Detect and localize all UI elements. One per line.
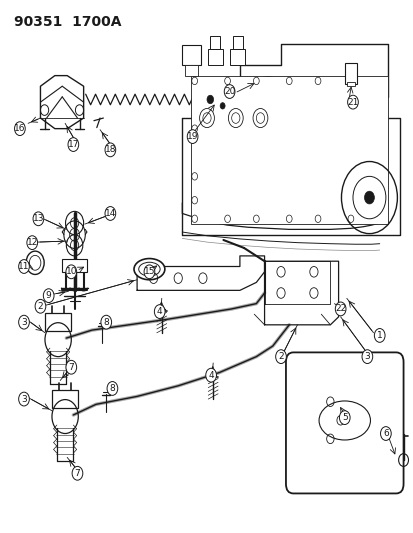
Text: 6: 6 bbox=[382, 429, 388, 438]
Circle shape bbox=[14, 122, 25, 135]
Circle shape bbox=[220, 103, 225, 109]
Text: 4: 4 bbox=[208, 370, 214, 379]
FancyBboxPatch shape bbox=[285, 352, 403, 494]
Bar bbox=[233, 36, 242, 49]
Text: 22: 22 bbox=[334, 304, 345, 313]
Circle shape bbox=[187, 130, 197, 143]
Text: 7: 7 bbox=[74, 469, 80, 478]
Circle shape bbox=[27, 236, 38, 249]
Text: 18: 18 bbox=[104, 146, 116, 155]
Circle shape bbox=[275, 350, 286, 364]
Bar bbox=[230, 49, 244, 65]
Ellipse shape bbox=[138, 262, 160, 276]
Text: 13: 13 bbox=[33, 214, 44, 223]
Circle shape bbox=[105, 143, 115, 157]
Circle shape bbox=[205, 368, 216, 382]
Circle shape bbox=[361, 350, 372, 364]
Text: 19: 19 bbox=[186, 132, 198, 141]
Text: 21: 21 bbox=[347, 98, 358, 107]
Text: 12: 12 bbox=[26, 238, 38, 247]
Circle shape bbox=[35, 300, 46, 313]
Circle shape bbox=[19, 392, 29, 406]
Circle shape bbox=[206, 95, 213, 104]
Text: 8: 8 bbox=[109, 384, 115, 393]
Bar bbox=[207, 49, 222, 65]
Text: 2: 2 bbox=[38, 302, 43, 311]
Ellipse shape bbox=[134, 259, 164, 280]
Circle shape bbox=[363, 191, 373, 204]
Circle shape bbox=[101, 316, 112, 329]
Text: 8: 8 bbox=[103, 318, 109, 327]
Circle shape bbox=[43, 289, 54, 303]
Text: 20: 20 bbox=[223, 87, 235, 96]
Bar bbox=[45, 313, 71, 331]
Text: 5: 5 bbox=[341, 413, 347, 422]
Text: 9: 9 bbox=[46, 291, 52, 300]
Text: 90351  1700A: 90351 1700A bbox=[14, 14, 121, 29]
Circle shape bbox=[19, 316, 29, 329]
Text: 1: 1 bbox=[376, 331, 382, 340]
Bar bbox=[52, 390, 78, 408]
Circle shape bbox=[380, 426, 390, 440]
Bar bbox=[190, 76, 387, 224]
Circle shape bbox=[19, 260, 29, 273]
Text: 3: 3 bbox=[21, 394, 27, 403]
Bar bbox=[210, 36, 220, 49]
Text: 3: 3 bbox=[363, 352, 369, 361]
Circle shape bbox=[66, 360, 76, 374]
Circle shape bbox=[144, 265, 154, 279]
Text: 17: 17 bbox=[67, 140, 79, 149]
Circle shape bbox=[68, 138, 78, 151]
Text: 4: 4 bbox=[157, 307, 162, 316]
Text: 2: 2 bbox=[278, 352, 283, 361]
Circle shape bbox=[154, 305, 165, 318]
Text: 15: 15 bbox=[143, 268, 155, 276]
Text: 14: 14 bbox=[104, 209, 116, 218]
Text: 16: 16 bbox=[14, 124, 26, 133]
Bar bbox=[62, 259, 87, 272]
Text: 7: 7 bbox=[68, 363, 74, 372]
Bar bbox=[185, 65, 197, 76]
Circle shape bbox=[339, 411, 349, 424]
Bar bbox=[346, 82, 354, 86]
Circle shape bbox=[105, 207, 115, 220]
Ellipse shape bbox=[318, 401, 370, 440]
Text: 10: 10 bbox=[65, 268, 77, 276]
Circle shape bbox=[107, 382, 117, 395]
Text: 11: 11 bbox=[18, 262, 30, 271]
Circle shape bbox=[66, 265, 76, 279]
Circle shape bbox=[72, 466, 83, 480]
Bar bbox=[182, 45, 200, 65]
Circle shape bbox=[373, 328, 384, 342]
Circle shape bbox=[335, 302, 345, 316]
Text: 3: 3 bbox=[21, 318, 27, 327]
Circle shape bbox=[224, 85, 235, 99]
Circle shape bbox=[347, 95, 358, 109]
Bar bbox=[344, 63, 356, 84]
Circle shape bbox=[33, 212, 44, 225]
